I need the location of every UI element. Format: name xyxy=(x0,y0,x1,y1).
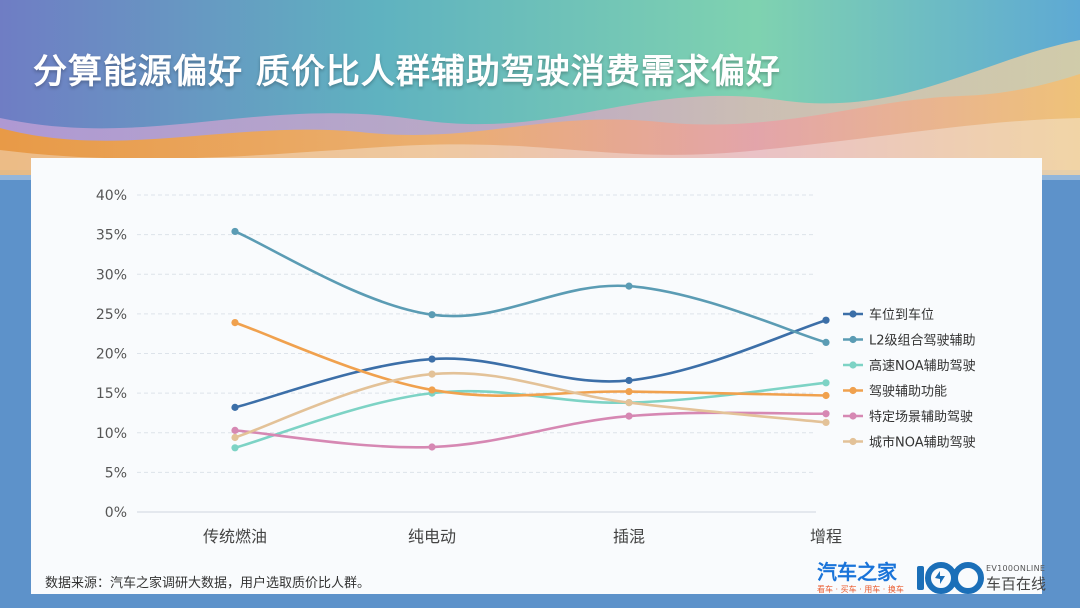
y-tick-label: 5% xyxy=(105,465,127,481)
y-tick-label: 40% xyxy=(96,188,127,204)
x-category-label: 插混 xyxy=(613,527,645,546)
legend-label: 城市NOA辅助驾驶 xyxy=(869,435,976,451)
legend-marker xyxy=(849,310,857,318)
series-line xyxy=(233,321,828,397)
y-tick-label: 10% xyxy=(96,426,127,442)
data-point xyxy=(822,379,830,387)
chart-panel xyxy=(31,158,1042,594)
y-tick-label: 25% xyxy=(96,307,127,323)
legend-marker xyxy=(849,437,857,446)
data-point xyxy=(625,399,633,407)
data-point xyxy=(231,318,239,327)
legend-marker xyxy=(849,386,857,395)
data-point xyxy=(428,370,436,378)
y-tick-label: 15% xyxy=(96,386,127,402)
legend-marker xyxy=(849,412,857,420)
data-point xyxy=(625,387,633,396)
ev100-logo-chinese: 车百在线 xyxy=(986,575,1047,593)
y-tick-label: 35% xyxy=(96,228,127,244)
data-point xyxy=(625,376,633,385)
series-line xyxy=(233,371,828,439)
data-source-note: 数据来源：汽车之家调研大数据，用户选取质价比人群。 xyxy=(45,576,371,591)
x-category-label: 增程 xyxy=(810,527,842,546)
legend-label: L2级组合驾驶辅助 xyxy=(869,334,976,349)
series-line xyxy=(233,230,828,344)
line-chart: 0% 5% 10% 15% 20% 25% 30% 35% 40% 传统燃油 纯电动 插混 增程 车位到车… xyxy=(96,188,976,546)
data-point xyxy=(231,227,239,236)
series-3: 高速NOA辅助驾驶 xyxy=(231,358,976,452)
data-point xyxy=(625,282,633,290)
y-tick-label: 20% xyxy=(96,347,127,363)
page-title: 分算能源偏好 质价比人群辅助驾驶消费需求偏好 xyxy=(33,52,781,92)
series-line xyxy=(233,411,828,449)
autohome-logo-text: 汽车之家 xyxy=(817,560,897,584)
data-point xyxy=(822,338,830,347)
data-point xyxy=(822,410,830,418)
data-point xyxy=(231,426,239,434)
data-point xyxy=(231,444,239,452)
legend-marker xyxy=(849,361,857,369)
legend-label: 驾驶辅助功能 xyxy=(869,385,947,400)
y-tick-label: 30% xyxy=(96,267,127,283)
ev100-logo-english: EV100ONLINE xyxy=(986,564,1046,573)
series-1: 车位到车位 xyxy=(231,307,934,411)
data-point xyxy=(428,311,436,319)
ev100-logo-icon xyxy=(917,562,984,594)
legend-label: 车位到车位 xyxy=(869,307,934,323)
legend-marker xyxy=(849,335,857,344)
series-6: 城市NOA辅助驾驶 xyxy=(231,370,976,451)
y-tick-label: 0% xyxy=(105,505,127,521)
autohome-logo-tagline: 看车 · 买车 · 用车 · 换车 xyxy=(817,585,904,594)
x-category-label: 纯电动 xyxy=(408,527,456,546)
data-point xyxy=(625,412,633,420)
data-point xyxy=(428,443,436,451)
data-point xyxy=(822,391,830,400)
series-5: 特定场景辅助驾驶 xyxy=(231,410,973,451)
data-point xyxy=(231,403,239,411)
legend-label: 高速NOA辅助驾驶 xyxy=(869,358,976,374)
data-point xyxy=(428,355,436,363)
series-4: 驾驶辅助功能 xyxy=(231,318,947,400)
data-point xyxy=(822,316,830,324)
data-point xyxy=(428,386,436,394)
series-2: L2级组合驾驶辅助 xyxy=(231,227,976,349)
x-category-label: 传统燃油 xyxy=(203,527,267,546)
data-point xyxy=(822,418,830,427)
legend-label: 特定场景辅助驾驶 xyxy=(869,410,973,425)
autohome-logo: 汽车之家 看车 · 买车 · 用车 · 换车 xyxy=(817,561,904,595)
series-line xyxy=(233,318,828,409)
data-point xyxy=(231,433,239,442)
